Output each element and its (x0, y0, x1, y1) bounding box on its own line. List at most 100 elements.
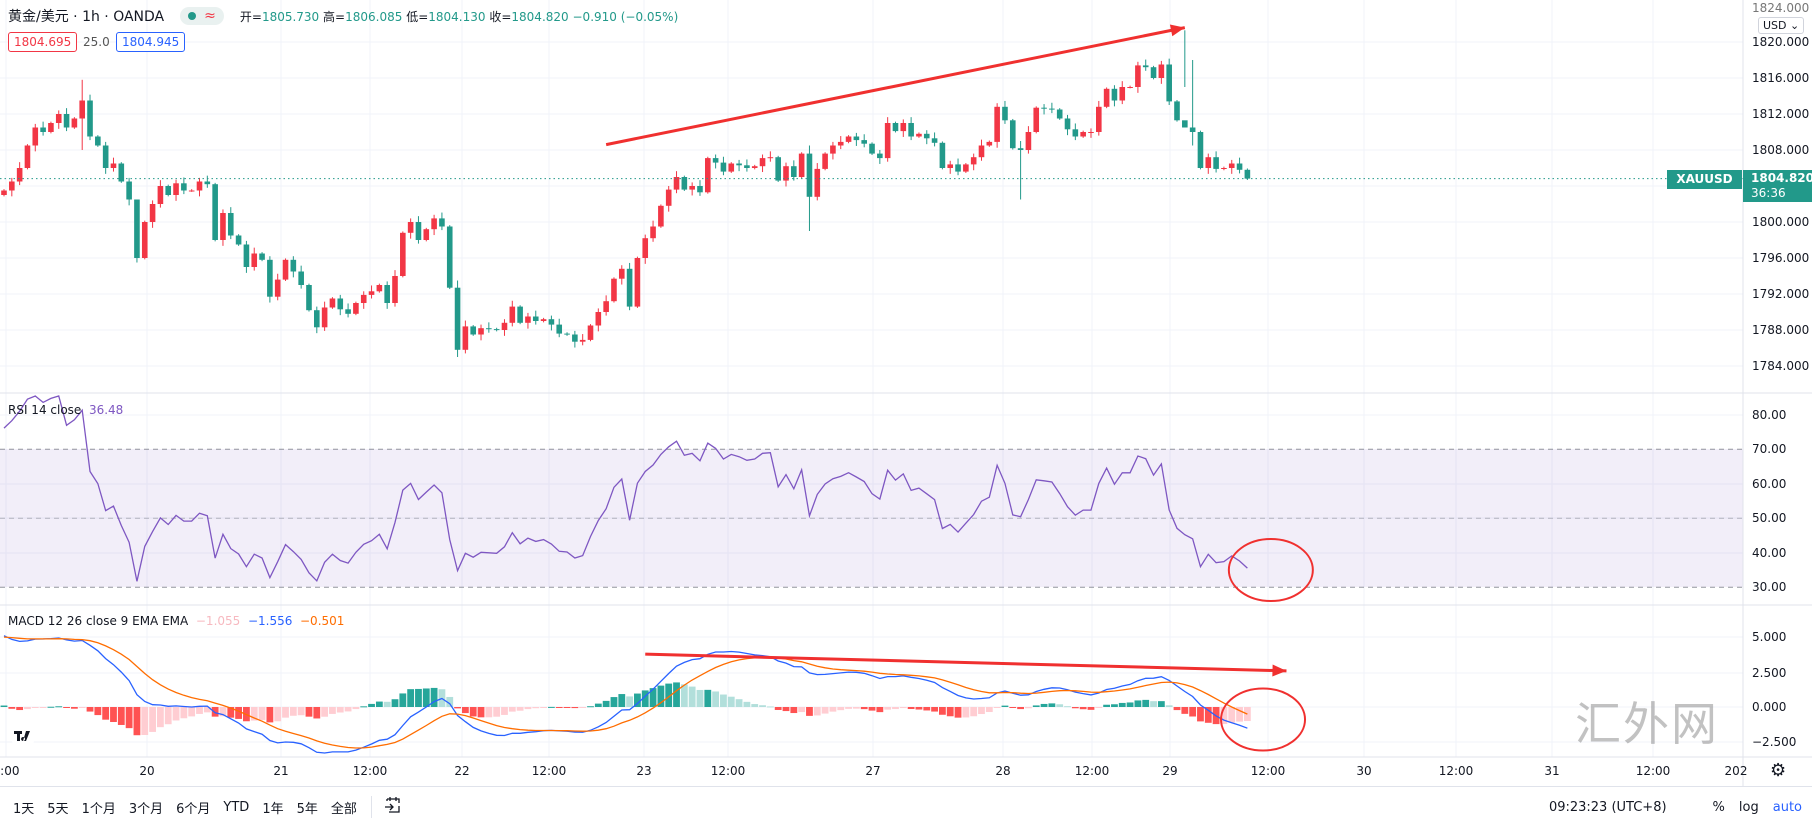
rsi-legend[interactable]: RSI 14 close 36.48 (8, 403, 123, 417)
candle (298, 265, 304, 289)
macd-histogram-bar (368, 703, 375, 707)
range-5y[interactable]: 5年 (296, 801, 318, 817)
macd-histogram-bar (696, 689, 704, 707)
macd-histogram-bar (860, 707, 868, 710)
sell-button[interactable]: 1804.695 (8, 32, 78, 52)
candle-body (55, 114, 62, 123)
time-label: 202 (1724, 764, 1748, 778)
candle-body (1080, 132, 1086, 137)
range-6m[interactable]: 6个月 (176, 801, 211, 817)
candle (454, 280, 461, 357)
candle (759, 154, 766, 173)
annotations[interactable] (605, 24, 1314, 752)
candle-body (720, 162, 727, 172)
candle (970, 153, 977, 171)
candle (1080, 130, 1086, 138)
macd-histogram-bar (1064, 706, 1071, 708)
tradingview-logo[interactable] (12, 727, 34, 743)
macd-histogram-bar (1118, 702, 1126, 707)
percent-toggle[interactable]: % (1712, 800, 1725, 815)
price-axis-label: 1796.000 (1752, 251, 1810, 265)
currency-dropdown[interactable]: USD ⌄ (1758, 17, 1805, 34)
candle (618, 265, 625, 285)
candle (314, 306, 320, 334)
candle-body (1205, 157, 1212, 168)
time-label: 12:00 (352, 764, 388, 778)
candle-body (1197, 132, 1204, 168)
candle-body (978, 145, 985, 158)
range-ytd[interactable]: YTD (223, 799, 250, 815)
candle (642, 234, 649, 264)
macd-histogram-bar (1111, 704, 1118, 707)
range-5d[interactable]: 5天 (47, 801, 69, 817)
candle (572, 330, 578, 348)
macd-histogram-bar (1173, 707, 1181, 711)
macd-histogram-bar (78, 707, 86, 708)
rsi-value: 36.48 (88, 403, 124, 417)
candle-body (517, 306, 523, 323)
candle (173, 179, 179, 201)
candle-body (540, 319, 547, 321)
range-1m[interactable]: 1个月 (81, 801, 116, 817)
candle-body (227, 213, 234, 236)
macd-legend[interactable]: MACD 12 26 close 9 EMA EMA −1.055 −1.556… (8, 614, 344, 628)
candle-body (1072, 129, 1079, 137)
macd-histogram-bar (321, 707, 329, 717)
candle-body (1228, 163, 1235, 168)
price-axis-label: 1788.000 (1752, 323, 1810, 337)
candle (658, 204, 664, 228)
candle (400, 231, 406, 278)
candle-body (1158, 64, 1165, 78)
macd-histogram-bar (1095, 707, 1103, 708)
candle (1189, 60, 1196, 146)
status-pill[interactable]: ≈ (180, 7, 224, 25)
candle (376, 283, 383, 293)
candle-body (806, 153, 813, 197)
grid-lines (0, 0, 1743, 757)
candle (1205, 153, 1212, 174)
rsi-axis-label: 70.00 (1752, 442, 1787, 456)
range-1y[interactable]: 1年 (262, 801, 284, 817)
range-1d[interactable]: 1天 (13, 801, 35, 817)
settings-gear-icon[interactable]: ⚙ (1770, 760, 1787, 781)
macd-line (3, 635, 1248, 754)
macd-histogram-bar (727, 696, 735, 707)
bar-countdown: 36:36 (1751, 186, 1786, 200)
candle-body (337, 298, 344, 310)
candle-body (1166, 64, 1172, 102)
chart-canvas[interactable] (0, 0, 1812, 786)
macd-histogram-bar (227, 707, 235, 718)
price-axis-label: 1824.000 (1752, 1, 1810, 15)
auto-toggle[interactable]: auto (1772, 800, 1802, 815)
log-toggle[interactable]: log (1738, 800, 1759, 815)
candle (916, 132, 922, 138)
range-3m[interactable]: 3个月 (128, 801, 164, 817)
price-axis-label: 1812.000 (1752, 107, 1810, 121)
candle (884, 117, 891, 162)
candle (892, 121, 899, 133)
candle-body (134, 199, 140, 258)
time-label: 30 (1356, 764, 1372, 778)
candle (1158, 60, 1165, 84)
range-all[interactable]: 全部 (330, 801, 357, 817)
goto-date-icon[interactable] (384, 796, 402, 818)
macd-histogram-bar (39, 707, 47, 708)
buy-button[interactable]: 1804.945 (116, 32, 186, 52)
candle (955, 158, 961, 176)
candle (259, 252, 265, 262)
candle-body (509, 306, 516, 323)
candle-body (306, 285, 312, 311)
candle-body (321, 307, 328, 328)
candle (141, 220, 148, 260)
macd-histogram-bar (477, 707, 485, 718)
candle (540, 317, 547, 323)
symbol-title[interactable]: 黄金/美元 · 1h · OANDA (8, 9, 165, 25)
candle (87, 94, 93, 141)
candle-body (118, 163, 125, 182)
candle-body (360, 294, 367, 303)
candle (32, 123, 39, 152)
time-label: 12:00 (710, 764, 746, 778)
candle-body (274, 279, 281, 297)
macd-histogram-bar (923, 707, 931, 711)
macd-histogram-bar (892, 707, 899, 710)
